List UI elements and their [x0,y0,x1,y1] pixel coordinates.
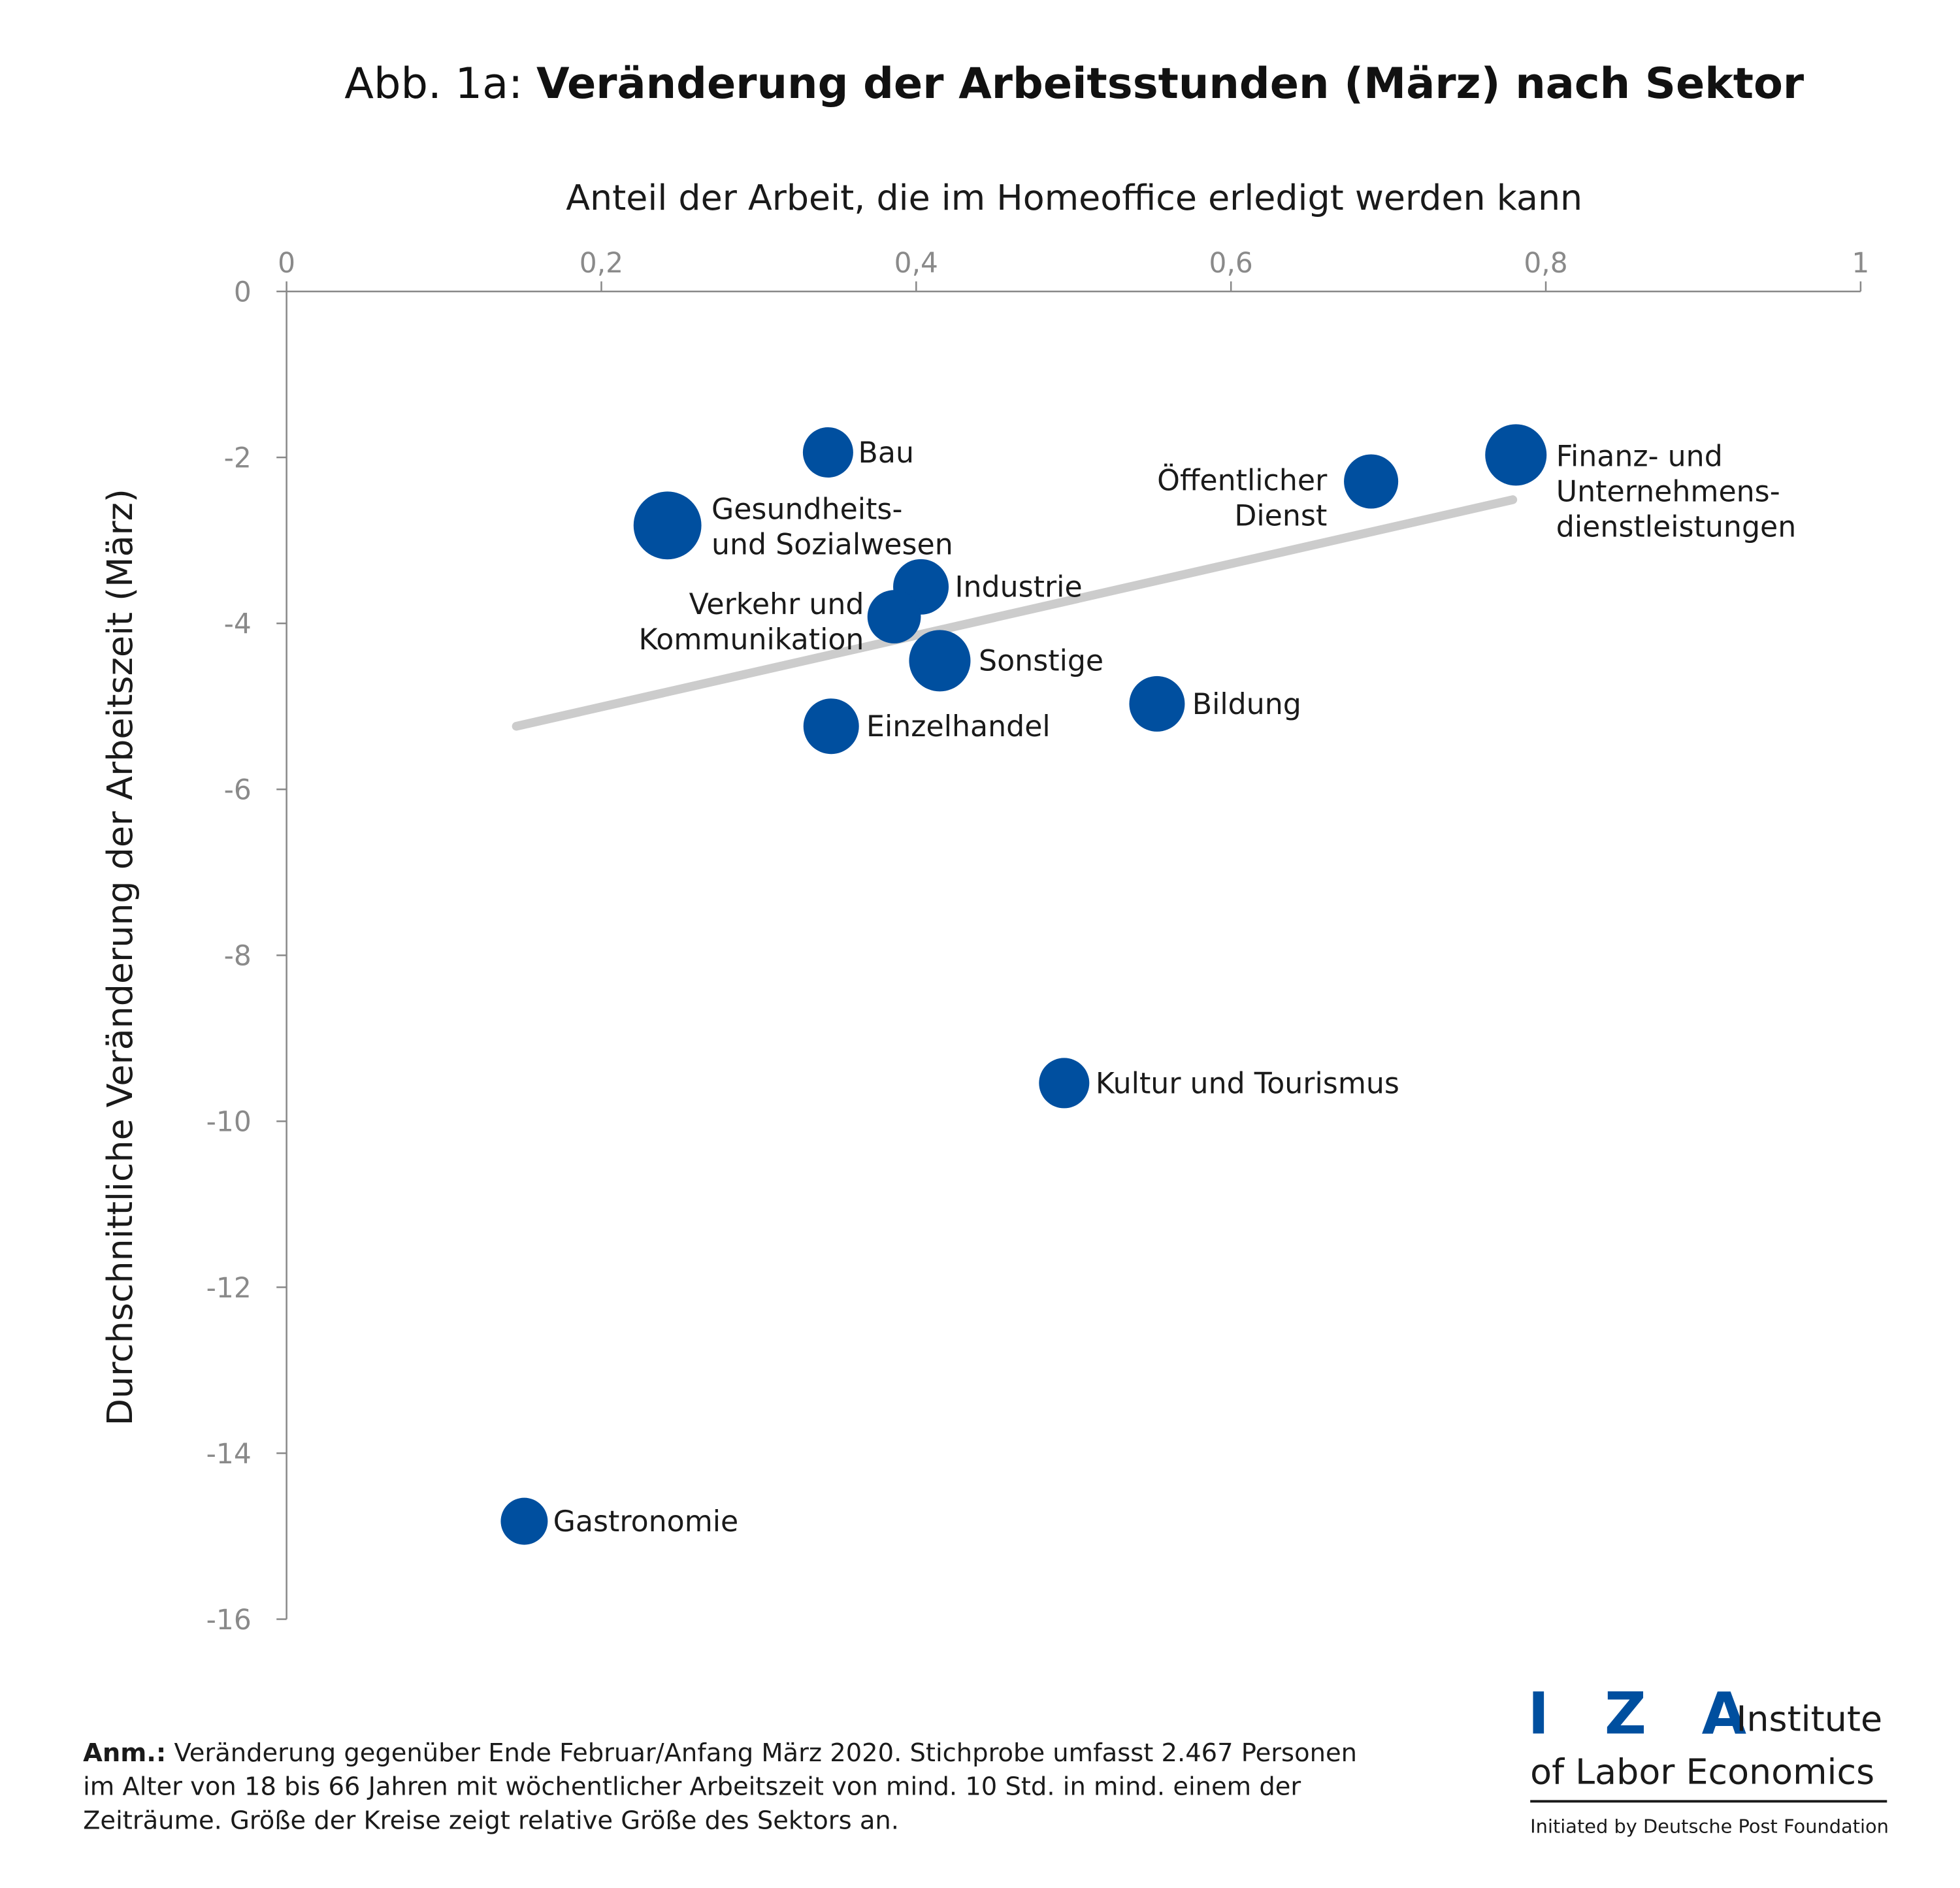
data-point [500,1497,548,1545]
point-label-line: Bau [858,436,914,470]
x-tick-label: 0,4 [894,247,938,279]
point-label: Industrie [955,571,1082,604]
x-tick-label: 0,6 [1209,247,1253,279]
point-label-line: Finanz- und [1556,440,1723,474]
chart-title: Abb. 1a: Veränderung der Arbeitsstunden … [344,59,1805,108]
note-bold: Anm.: [83,1738,166,1768]
point-label-line: Gastronomie [553,1505,739,1538]
point-label-line: Dienst [1234,499,1327,532]
trend-line [512,495,1518,731]
point-label-line: und Sozialwesen [711,529,953,562]
point-label-line: Gesundheits- [711,493,902,527]
logo-tagline: Initiated by Deutsche Post Foundation [1530,1815,1889,1837]
data-point [1485,424,1547,486]
point-label-line: Öffentlicher [1157,463,1328,497]
y-tick-label: -6 [224,774,252,806]
point-label: Einzelhandel [866,710,1051,743]
y-tick-label: -10 [206,1106,252,1138]
point-label-line: Industrie [955,571,1082,604]
y-tick-label: -14 [206,1438,252,1470]
data-point [802,427,853,478]
point-label: Verkehr und Kommunikation [638,588,864,657]
data-point [1344,454,1399,509]
point-label: Finanz- und Unternehmens-dienstleistungen [1556,440,1796,544]
data-point [1039,1058,1090,1109]
x-tick-label: 0,2 [580,247,623,279]
point-label: Bau [858,436,914,470]
point-label: Sonstige [979,645,1103,678]
point-label: Gesundheits-und Sozialwesen [711,493,953,562]
point-label-line: Kultur und Tourismus [1096,1067,1399,1100]
data-point [1129,675,1185,732]
y-tick-label: -8 [224,940,252,972]
x-tick-label: 0 [278,247,295,279]
data-point [909,630,971,692]
axes: 0 0,2 0,4 0,6 0,8 1 0 -2 -4 -6 -8 -10 -12 -14 -16 [206,247,1870,1636]
title-bold: Veränderung der Arbeitsstunden (März) na… [536,59,1805,108]
trend-line-group [512,495,1518,731]
y-tick-label: -16 [206,1604,252,1636]
x-tick-label: 1 [1852,247,1869,279]
logo-line1: Institute [1737,1699,1883,1740]
y-tick-label: 0 [234,276,252,308]
x-tick-label: 0,8 [1524,247,1567,279]
data-point [803,698,859,755]
logo-letters: I Z A [1527,1680,1764,1747]
y-tick-label: -12 [206,1272,252,1304]
point-label-line: Sonstige [979,645,1103,678]
point-label-line: Bildung [1192,688,1301,721]
x-axis-label: Anteil der Arbeit, die im Homeoffice erl… [566,177,1582,218]
data-point [633,491,702,560]
note: Anm.: Veränderung gegenüber Ende Februar… [83,1738,1357,1768]
y-tick-label: -4 [224,608,252,640]
iza-logo: I Z A Institute of Labor Economics Initi… [1527,1680,1889,1837]
y-tick-label: -2 [224,442,252,474]
point-label: Gastronomie [553,1505,739,1538]
point-label: Bildung [1192,688,1301,721]
logo-line2: of Labor Economics [1530,1751,1874,1792]
point-label-line: Kommunikation [638,623,864,657]
y-axis-label: Durchschnittliche Veränderung der Arbeit… [99,489,140,1425]
note-line-2: im Alter von 18 bis 66 Jahren mit wöchen… [83,1772,1301,1802]
data-point [867,590,921,643]
point-label-line: dienstleistungen [1556,510,1796,544]
note-line-1: Veränderung gegenüber Ende Februar/Anfan… [174,1738,1357,1768]
point-label-line: Verkehr und [689,588,864,621]
point-label: Öffentlicher Dienst [1157,463,1328,532]
title-prefix: Abb. 1a: [344,59,523,108]
point-label: Kultur und Tourismus [1096,1067,1399,1100]
point-label-line: Einzelhandel [866,710,1051,743]
note-line-3: Zeiträume. Größe der Kreise zeigt relati… [83,1806,899,1836]
point-label-line: Unternehmens- [1556,475,1780,508]
